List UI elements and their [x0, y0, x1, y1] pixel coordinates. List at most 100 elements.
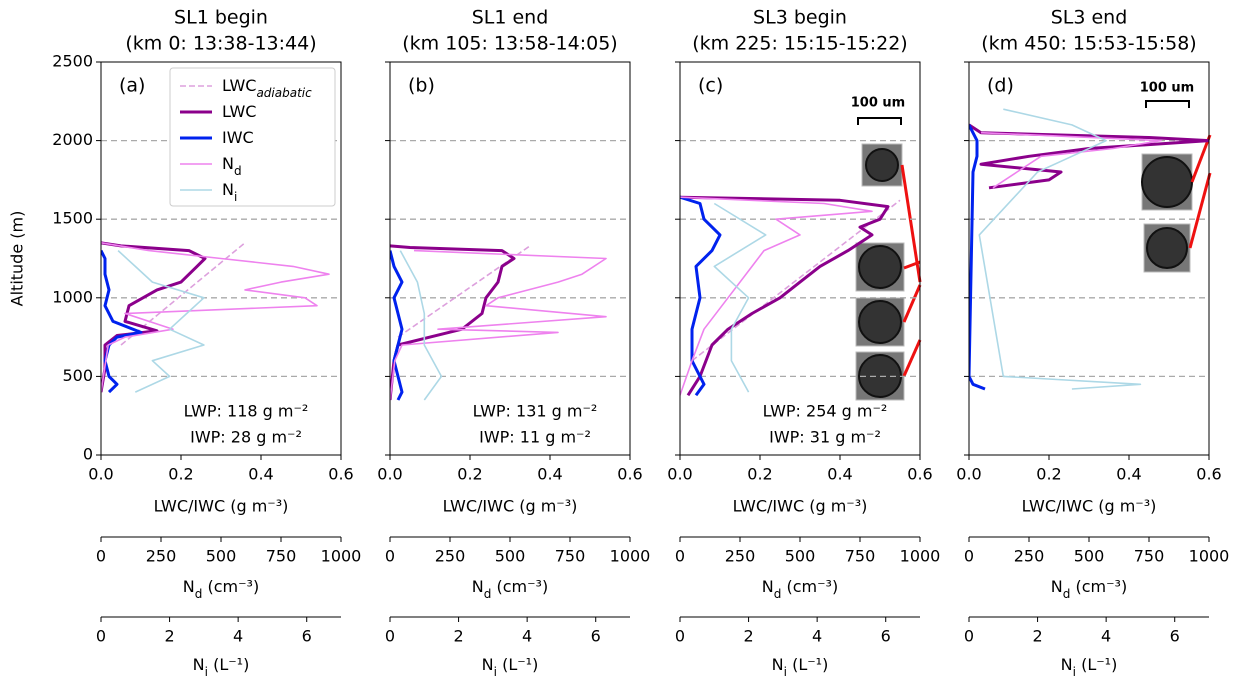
connector [1188, 172, 1212, 249]
x-tick-label: 500 [206, 547, 237, 566]
x-tick-label: 0.6 [907, 465, 932, 484]
legend-label: Ni [222, 180, 237, 204]
legend-box [169, 67, 336, 207]
x-tick-label: 250 [1014, 547, 1045, 566]
x-tick-label: 0.0 [377, 465, 402, 484]
x-tick-label: 0.2 [747, 465, 772, 484]
x-tick-label: 1000 [900, 547, 941, 566]
x-tick-label: 0.0 [88, 465, 113, 484]
x-axis-label-part: N [193, 655, 205, 674]
panel-title: SL3 begin [753, 7, 847, 29]
annotation: IWP: 31 g m⁻² [769, 428, 881, 447]
x-axis-label-part: N [183, 577, 195, 596]
series-line [390, 250, 404, 401]
annotation: IWP: 11 g m⁻² [479, 428, 591, 447]
connector [902, 284, 922, 323]
particle [865, 148, 899, 182]
series-line [101, 249, 143, 394]
connector [903, 260, 921, 270]
y-tick-label: 1000 [52, 287, 93, 306]
particle [1141, 156, 1193, 208]
x-axis-label-part: d [1063, 587, 1071, 601]
x-tick-label: 0 [96, 547, 106, 566]
panel-title: SL1 end [472, 7, 549, 29]
panel-subtitle: (km 225: 15:15-15:22) [692, 33, 907, 55]
x-axis-label-part: (L⁻¹) [787, 655, 828, 674]
x-axis-label: LWC/IWC (g m⁻³) [733, 497, 868, 516]
x-axis-label: Nd (cm⁻³) [183, 577, 259, 601]
x-axis-label: LWC/IWC (g m⁻³) [1022, 497, 1157, 516]
x-tick-label: 0.4 [537, 465, 562, 484]
x-tick-label: 0.6 [328, 465, 353, 484]
legend-name: IWC [222, 128, 254, 147]
panel-title: SL3 end [1051, 7, 1128, 29]
y-tick-label: 500 [62, 366, 93, 385]
x-tick-label: 0 [385, 547, 395, 566]
x-axis-label: Ni (L⁻¹) [772, 655, 829, 679]
y-axis-label: Altitude (m) [8, 211, 27, 307]
plot-frame [679, 61, 921, 456]
x-tick-label: 0.2 [457, 465, 482, 484]
x-tick-label: 0 [675, 627, 685, 646]
series-line [101, 241, 207, 393]
annotation: LWP: 118 g m⁻² [184, 402, 309, 421]
x-axis-label-part: (L⁻¹) [208, 655, 249, 674]
x-axis-label-part: d [484, 587, 492, 601]
plot-frame [389, 61, 631, 456]
legend-name: LWC [222, 102, 256, 121]
annotation: LWP: 131 g m⁻² [473, 402, 598, 421]
x-tick-label: 0.2 [168, 465, 193, 484]
x-axis-label: Ni (L⁻¹) [1061, 655, 1118, 679]
x-tick-label: 0 [675, 547, 685, 566]
x-axis-label-part: N [472, 577, 484, 596]
annotation: LWP: 254 g m⁻² [763, 402, 888, 421]
legend-sub: i [234, 190, 237, 204]
series-line [978, 108, 1142, 390]
x-tick-label: 0.0 [956, 465, 981, 484]
x-tick-label: 0.2 [1036, 465, 1061, 484]
connector [1190, 134, 1212, 183]
series-line [680, 196, 873, 396]
x-tick-label: 0.6 [617, 465, 642, 484]
x-tick-label: 2 [743, 627, 753, 646]
x-tick-label: 4 [812, 627, 822, 646]
series-line [399, 250, 443, 401]
x-axis-label-part: (cm⁻³) [202, 577, 259, 596]
x-tick-label: 0.4 [1116, 465, 1141, 484]
x-tick-label: 0.0 [667, 465, 692, 484]
panel-label: (a) [119, 75, 145, 97]
panel-subtitle: (km 105: 13:58-14:05) [402, 33, 617, 55]
legend-label: IWC [222, 128, 254, 147]
x-axis-label-part: N [762, 577, 774, 596]
plot-area [969, 108, 1209, 391]
x-tick-label: 750 [845, 547, 876, 566]
x-tick-label: 500 [785, 547, 816, 566]
panel-label: (b) [408, 75, 435, 97]
particle [858, 300, 902, 344]
x-tick-label: 750 [1134, 547, 1165, 566]
particle [858, 245, 902, 289]
panel-label: (d) [987, 75, 1014, 97]
x-tick-label: 2 [453, 627, 463, 646]
x-axis-label-part: N [1051, 577, 1063, 596]
plot-area [680, 195, 901, 397]
x-tick-label: 2 [1032, 627, 1042, 646]
x-axis-label-part: N [772, 655, 784, 674]
insets [855, 100, 1212, 401]
x-tick-label: 1000 [1189, 547, 1230, 566]
x-tick-label: 0 [96, 627, 106, 646]
x-tick-label: 1000 [321, 547, 362, 566]
x-axis-label-part: N [1061, 655, 1073, 674]
x-axis-label: Ni (L⁻¹) [482, 655, 539, 679]
x-tick-label: 250 [435, 547, 466, 566]
x-tick-label: 0.4 [248, 465, 273, 484]
series-line [390, 249, 607, 401]
series-line [680, 195, 890, 397]
legend-label: LWCadiabatic [222, 76, 312, 100]
legend-sub: adiabatic [256, 86, 312, 100]
x-tick-label: 6 [591, 627, 601, 646]
x-tick-label: 0 [385, 627, 395, 646]
panel-subtitle: (km 0: 13:38-13:44) [125, 33, 316, 55]
x-axis-label-part: d [195, 587, 203, 601]
series-line [713, 202, 767, 393]
